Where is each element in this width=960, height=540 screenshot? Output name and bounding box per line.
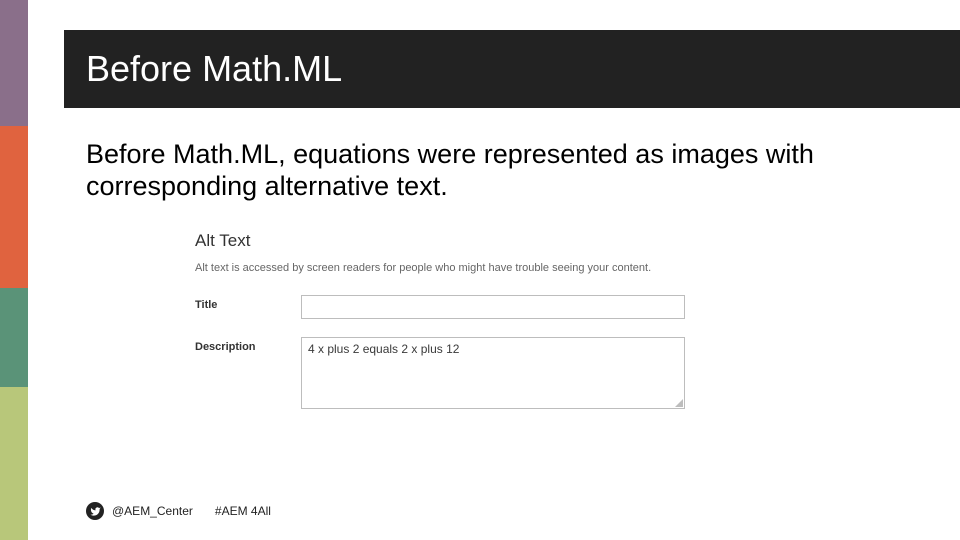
alt-text-heading: Alt Text (195, 231, 685, 251)
twitter-icon (86, 502, 104, 520)
title-field-label: Title (195, 295, 301, 311)
stripe-segment-1 (0, 0, 28, 126)
alt-text-note: Alt text is accessed by screen readers f… (195, 261, 685, 277)
description-field-row: Description 4 x plus 2 equals 2 x plus 1… (195, 337, 685, 409)
left-color-stripe (0, 0, 28, 540)
description-textarea-value: 4 x plus 2 equals 2 x plus 12 (308, 342, 459, 356)
footer: @AEM_Center #AEM 4All (86, 502, 271, 520)
footer-handle: @AEM_Center (112, 504, 193, 518)
title-bar: Before Math.ML (64, 30, 960, 108)
resize-handle-icon[interactable] (675, 399, 683, 407)
description-textarea[interactable]: 4 x plus 2 equals 2 x plus 12 (301, 337, 685, 409)
title-field-row: Title (195, 295, 685, 319)
stripe-segment-4 (0, 387, 28, 540)
body-text: Before Math.ML, equations were represent… (86, 138, 920, 203)
footer-hashtag: #AEM 4All (215, 504, 271, 518)
description-field-label: Description (195, 337, 301, 353)
stripe-segment-3 (0, 288, 28, 387)
title-input[interactable] (301, 295, 685, 319)
slide-title: Before Math.ML (86, 48, 342, 90)
stripe-segment-2 (0, 126, 28, 288)
alt-text-panel: Alt Text Alt text is accessed by screen … (195, 231, 685, 427)
